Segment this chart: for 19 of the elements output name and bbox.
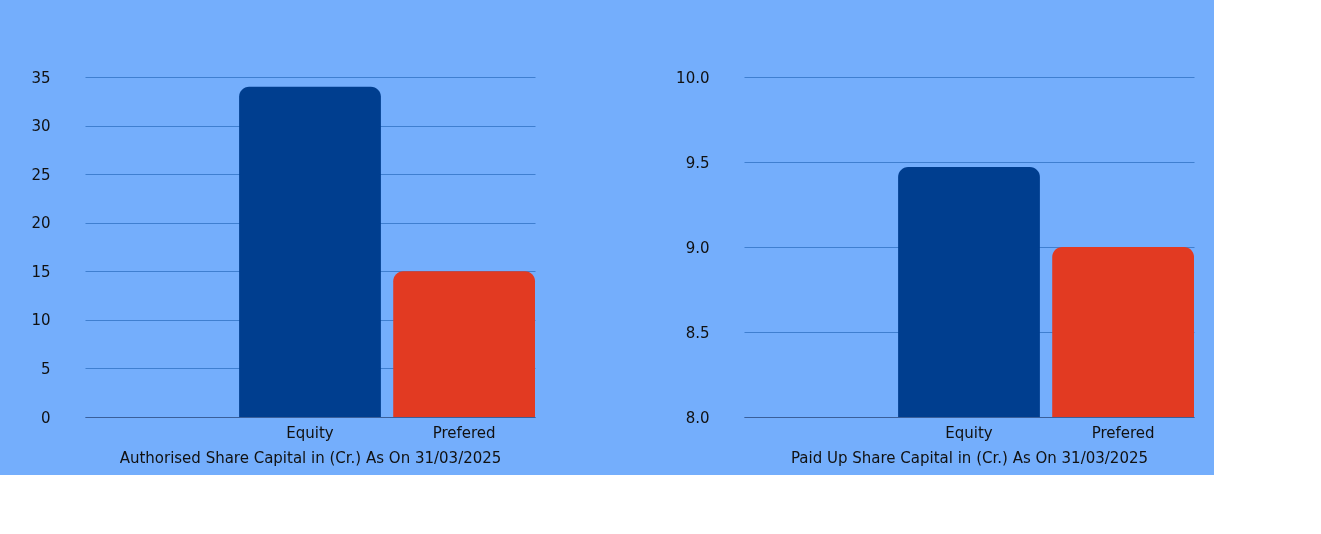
y-tick-label: 30 [31, 117, 51, 136]
x-tick-label: Prefered [432, 423, 496, 442]
y-tick-label: 0 [40, 408, 51, 427]
y-tick-label: 8.0 [685, 408, 710, 427]
y-tick-label: 25 [31, 165, 51, 184]
y-tick-label: 9.0 [685, 238, 710, 257]
y-tick-label: 5 [40, 359, 51, 378]
y-tick-label: 15 [31, 262, 51, 281]
y-tick-label: 10.0 [676, 68, 710, 87]
x-tick-label: Equity [286, 423, 334, 442]
x-tick-label: Equity [945, 423, 993, 442]
x-axis-title: Authorised Share Capital in (Cr.) As On 31/03/2025 [119, 448, 502, 467]
y-tick-label: 35 [31, 68, 51, 87]
x-axis-title: Paid Up Share Capital in (Cr.) As On 31/03/2025 [790, 448, 1149, 467]
y-tick-label: 9.5 [685, 153, 710, 172]
y-tick-label: 20 [31, 214, 51, 233]
y-tick-label: 8.5 [685, 323, 710, 342]
x-tick-label: Prefered [1091, 423, 1155, 442]
y-tick-label: 10 [31, 311, 51, 330]
